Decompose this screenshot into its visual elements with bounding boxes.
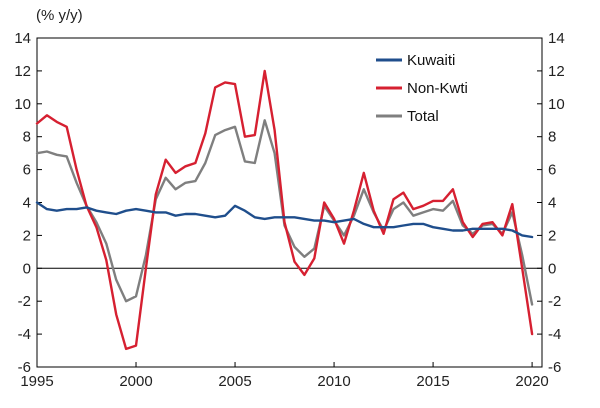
y-tick-label-right: 8 xyxy=(548,129,556,146)
y-tick-label-left: 0 xyxy=(23,260,31,277)
y-tick-label-left: 6 xyxy=(23,162,31,179)
y-tick-label-left: 8 xyxy=(23,129,31,146)
x-tick-label: 2005 xyxy=(218,373,251,390)
series-line-non-kwti xyxy=(35,69,534,351)
y-tick-label-left: 14 xyxy=(14,30,31,47)
x-tick-label: 2020 xyxy=(515,373,548,390)
x-tick-label: 2000 xyxy=(119,373,152,390)
y-tick-label-left: -6 xyxy=(18,359,31,376)
y-tick-label-right: -4 xyxy=(548,326,561,343)
y-tick-label-left: -4 xyxy=(18,326,31,343)
y-tick-label-left: 2 xyxy=(23,227,31,244)
y-tick-label-right: 10 xyxy=(548,96,565,113)
x-tick-label: 2015 xyxy=(416,373,449,390)
y-tick-label-right: 6 xyxy=(548,162,556,179)
legend: Kuwaiti Non-Kwti Total xyxy=(376,52,468,125)
x-tick-label: 2010 xyxy=(317,373,350,390)
y-tick-label-left: 10 xyxy=(14,96,31,113)
y-tick-label-right: 4 xyxy=(548,195,556,212)
y-tick-label-left: 12 xyxy=(14,63,31,80)
legend-label: Kuwaiti xyxy=(407,52,455,69)
y-tick-label-left: 4 xyxy=(23,195,31,212)
series-layer xyxy=(35,69,534,351)
y-tick-label-left: -2 xyxy=(18,293,31,310)
y-tick-label-right: -6 xyxy=(548,359,561,376)
x-tick-label: 1995 xyxy=(20,373,53,390)
y-tick-label-right: 0 xyxy=(548,260,556,277)
legend-label: Non-Kwti xyxy=(407,80,468,97)
unit-label: (% y/y) xyxy=(36,7,83,24)
series-line-kuwaiti xyxy=(35,201,534,239)
y-tick-label-right: 2 xyxy=(548,227,556,244)
legend-label: Total xyxy=(407,108,439,125)
y-tick-label-right: 14 xyxy=(548,30,565,47)
y-tick-label-right: 12 xyxy=(548,63,565,80)
y-tick-label-right: -2 xyxy=(548,293,561,310)
